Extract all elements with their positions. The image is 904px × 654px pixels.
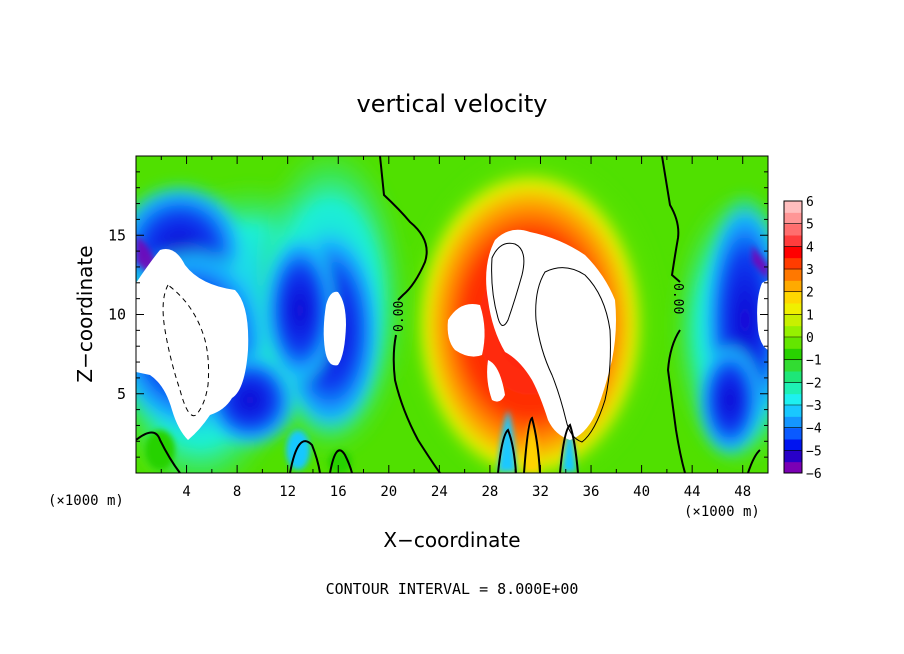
colorbar-swatch bbox=[784, 303, 802, 315]
colorbar-label: −2 bbox=[806, 376, 822, 391]
x-tick-label: 8 bbox=[233, 484, 241, 500]
colorbar-swatch bbox=[784, 405, 802, 417]
colorbar-label: −1 bbox=[806, 354, 822, 369]
colorbar-swatch bbox=[784, 325, 802, 338]
y-axis-label: Z−coordinate bbox=[73, 245, 97, 382]
zero-contour-left bbox=[379, 156, 441, 473]
colorbar-label: −6 bbox=[806, 467, 822, 482]
x-tick-label: 40 bbox=[633, 484, 650, 500]
zero-contour-bottom-left bbox=[136, 431, 353, 473]
colorbar-label: 6 bbox=[806, 195, 814, 210]
x-unit-left: (×1000 m) bbox=[48, 493, 124, 509]
colorbar-swatch bbox=[784, 291, 802, 304]
colorbar-label: 1 bbox=[806, 308, 814, 323]
x-unit-right: (×1000 m) bbox=[684, 504, 760, 520]
colorbar: 6 5 4 3 2 1 0 −1 −2 −3 −4 −5 −6 bbox=[783, 195, 822, 482]
colorbar-swatch bbox=[784, 416, 802, 429]
x-tick-label: 12 bbox=[279, 484, 296, 500]
x-tick-label: 36 bbox=[583, 484, 600, 500]
y-axis-ticks: 5 10 15 bbox=[108, 171, 768, 458]
negative-contour-8 bbox=[162, 284, 210, 417]
contour-label-zero-left: 0.00 bbox=[392, 301, 407, 332]
colorbar-label: 5 bbox=[806, 218, 814, 233]
contour-label-zero-right: 0.00 bbox=[670, 283, 685, 314]
x-tick-label: 4 bbox=[182, 484, 190, 500]
positive-contour-8-b bbox=[535, 267, 611, 443]
colorbar-swatch bbox=[784, 246, 802, 259]
colorbar-label: 3 bbox=[806, 263, 814, 278]
x-tick-label: 48 bbox=[734, 484, 751, 500]
colorbar-swatch bbox=[784, 382, 802, 395]
y-tick-label: 5 bbox=[117, 385, 126, 403]
colorbar-swatch bbox=[784, 427, 802, 440]
colorbar-swatch bbox=[784, 359, 802, 372]
colorbar-swatch bbox=[784, 393, 802, 406]
colorbar-swatch bbox=[784, 450, 802, 463]
colorbar-swatch bbox=[784, 212, 802, 225]
x-axis-ticks: 4 8 12 16 20 24 28 32 36 40 44 48 bbox=[160, 156, 751, 500]
colorbar-swatch bbox=[784, 371, 802, 383]
zero-contour-fingers bbox=[497, 416, 761, 473]
colorbar-label: −5 bbox=[806, 444, 822, 459]
contour-interval-text: CONTOUR INTERVAL = 8.000E+00 bbox=[326, 580, 579, 598]
colorbar-swatch bbox=[784, 280, 802, 293]
x-tick-label: 20 bbox=[380, 484, 397, 500]
heatmap-field bbox=[136, 156, 768, 473]
colorbar-swatch bbox=[784, 439, 802, 451]
colorbar-swatch bbox=[784, 223, 802, 236]
colorbar-label: −4 bbox=[806, 422, 822, 437]
colorbar-swatch bbox=[784, 348, 802, 361]
x-tick-label: 44 bbox=[684, 484, 701, 500]
positive-contour-8-a bbox=[491, 242, 525, 326]
colorbar-swatch bbox=[784, 461, 802, 474]
colorbar-label: 2 bbox=[806, 286, 814, 301]
x-tick-label: 32 bbox=[532, 484, 549, 500]
chart-title: vertical velocity bbox=[357, 90, 548, 118]
colorbar-label: 4 bbox=[806, 240, 814, 255]
colorbar-swatch bbox=[784, 337, 802, 349]
colorbar-swatch bbox=[784, 257, 802, 270]
y-tick-label: 15 bbox=[108, 226, 126, 244]
colorbar-label: 0 bbox=[806, 331, 814, 346]
y-tick-label: 10 bbox=[108, 306, 126, 324]
colorbar-swatch bbox=[784, 314, 802, 327]
colorbar-swatch bbox=[784, 269, 802, 281]
saturated-downdraft-mid bbox=[323, 291, 346, 366]
x-tick-label: 28 bbox=[481, 484, 498, 500]
zero-contour-right bbox=[661, 156, 686, 473]
x-tick-label: 16 bbox=[330, 484, 347, 500]
x-axis-label: X−coordinate bbox=[383, 528, 520, 552]
contour-lines bbox=[136, 156, 761, 473]
colorbar-swatch bbox=[784, 201, 802, 213]
saturated-updraft bbox=[486, 229, 616, 440]
colorbar-label: −3 bbox=[806, 399, 822, 414]
colorbar-swatch bbox=[784, 235, 802, 247]
x-tick-label: 24 bbox=[431, 484, 448, 500]
